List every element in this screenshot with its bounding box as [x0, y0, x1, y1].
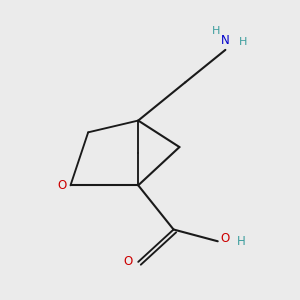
Text: N: N: [221, 34, 230, 47]
Text: O: O: [220, 232, 229, 245]
Text: H: H: [239, 37, 247, 47]
Text: H: H: [237, 235, 245, 248]
Text: O: O: [123, 255, 132, 268]
Text: O: O: [57, 179, 66, 192]
Text: H: H: [212, 26, 221, 36]
